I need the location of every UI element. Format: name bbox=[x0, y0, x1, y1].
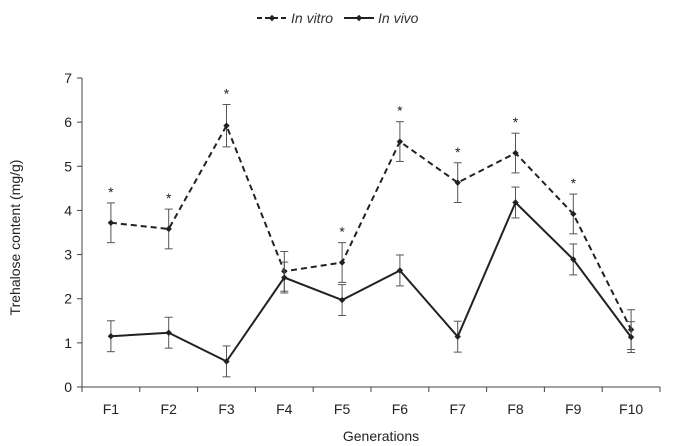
series-line bbox=[110, 123, 632, 331]
data-point bbox=[338, 259, 346, 266]
x-tick-label: F2 bbox=[161, 401, 178, 417]
labels: Generations Trehalose content (mg/g) * * * * *… bbox=[7, 85, 577, 444]
significance-marker: * bbox=[397, 103, 403, 119]
data-point bbox=[570, 256, 577, 263]
legend-item-in-vivo: In vivo bbox=[344, 10, 419, 26]
legend-label: In vitro bbox=[291, 10, 333, 26]
significance-marker: * bbox=[455, 144, 461, 160]
y-tick-label: 4 bbox=[64, 202, 72, 218]
legend-swatch-marker bbox=[355, 14, 363, 22]
data-point bbox=[223, 122, 230, 129]
data-point bbox=[512, 149, 519, 157]
x-tick-label: F5 bbox=[334, 401, 351, 417]
x-tick-label: F1 bbox=[103, 401, 120, 417]
significance-marker: * bbox=[166, 190, 172, 206]
axes: 0 1 2 3 4 5 6 7 F1 F2 F3 F4 F5 F6 F7 F8 F9 F10 bbox=[64, 70, 661, 417]
data-point bbox=[281, 274, 288, 281]
data-point bbox=[338, 296, 346, 304]
data-point bbox=[627, 333, 635, 341]
x-axis-title: Generations bbox=[343, 428, 419, 444]
y-tick-label: 1 bbox=[64, 335, 72, 351]
data-point bbox=[454, 179, 461, 186]
series-in-vitro bbox=[106, 103, 636, 350]
legend-item-in-vitro: In vitro bbox=[257, 10, 333, 26]
significance-marker: * bbox=[571, 175, 577, 191]
data-point bbox=[396, 138, 404, 145]
x-tick-label: F4 bbox=[276, 401, 293, 417]
significance-marker: * bbox=[339, 224, 345, 240]
data-point bbox=[223, 358, 230, 365]
x-tick-label: F9 bbox=[565, 401, 582, 417]
x-tick-label: F7 bbox=[450, 401, 467, 417]
y-tick-label: 5 bbox=[64, 158, 72, 174]
x-tick-label: F3 bbox=[218, 401, 235, 417]
data-point bbox=[107, 219, 115, 226]
y-tick-label: 2 bbox=[64, 291, 72, 307]
x-tick-label: F6 bbox=[392, 401, 409, 417]
significance-marker: * bbox=[224, 85, 230, 101]
data-point bbox=[512, 199, 519, 206]
data-point bbox=[570, 210, 577, 218]
data-point bbox=[396, 267, 404, 274]
x-tick-label: F8 bbox=[507, 401, 524, 417]
series-in-vivo bbox=[106, 186, 636, 378]
legend-label: In vivo bbox=[378, 10, 419, 26]
y-tick-label: 7 bbox=[64, 70, 72, 86]
data-point bbox=[165, 329, 172, 336]
series-layer bbox=[106, 103, 636, 378]
significance-marker: * bbox=[108, 184, 114, 200]
data-point bbox=[107, 333, 115, 340]
y-tick-label: 6 bbox=[64, 114, 72, 130]
x-tick-label: F10 bbox=[619, 401, 643, 417]
y-tick-label: 0 bbox=[64, 379, 72, 395]
significance-marker: * bbox=[513, 114, 519, 130]
data-point bbox=[165, 225, 172, 233]
series-line bbox=[110, 200, 632, 363]
y-tick-label: 3 bbox=[64, 247, 72, 263]
data-point bbox=[454, 333, 461, 340]
legend-swatch-marker bbox=[268, 14, 276, 22]
y-axis-title: Trehalose content (mg/g) bbox=[7, 160, 23, 316]
legend: In vitro In vivo bbox=[257, 10, 419, 26]
